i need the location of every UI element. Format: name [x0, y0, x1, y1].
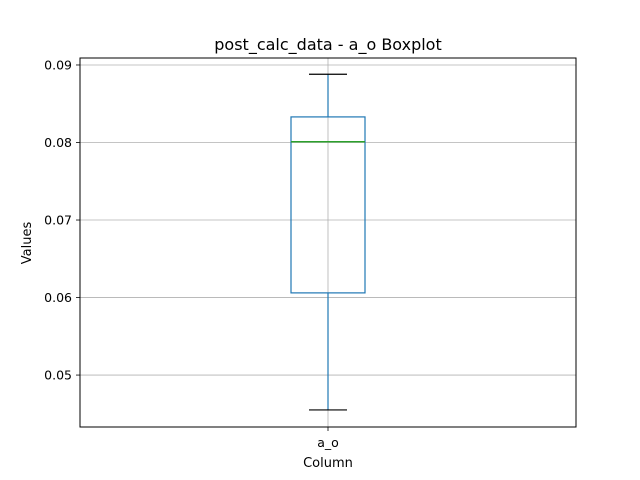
x-tick-label: a_o [317, 435, 339, 450]
tick-layer: 0.05 0.06 0.07 0.08 0.09 a_o [44, 57, 339, 450]
y-axis-label: Values [20, 222, 35, 265]
grid-layer [80, 58, 576, 427]
y-tick-label: 0.05 [44, 368, 72, 383]
x-axis-label: Column [303, 456, 353, 471]
y-tick-label: 0.06 [44, 290, 72, 305]
box-layer [290, 73, 366, 411]
chart-title: post_calc_data - a_o Boxplot [214, 35, 441, 55]
y-tick-label: 0.09 [44, 57, 72, 72]
y-tick-label: 0.07 [44, 213, 72, 228]
y-tick-label: 0.08 [44, 135, 72, 150]
iqr-box [290, 116, 366, 294]
